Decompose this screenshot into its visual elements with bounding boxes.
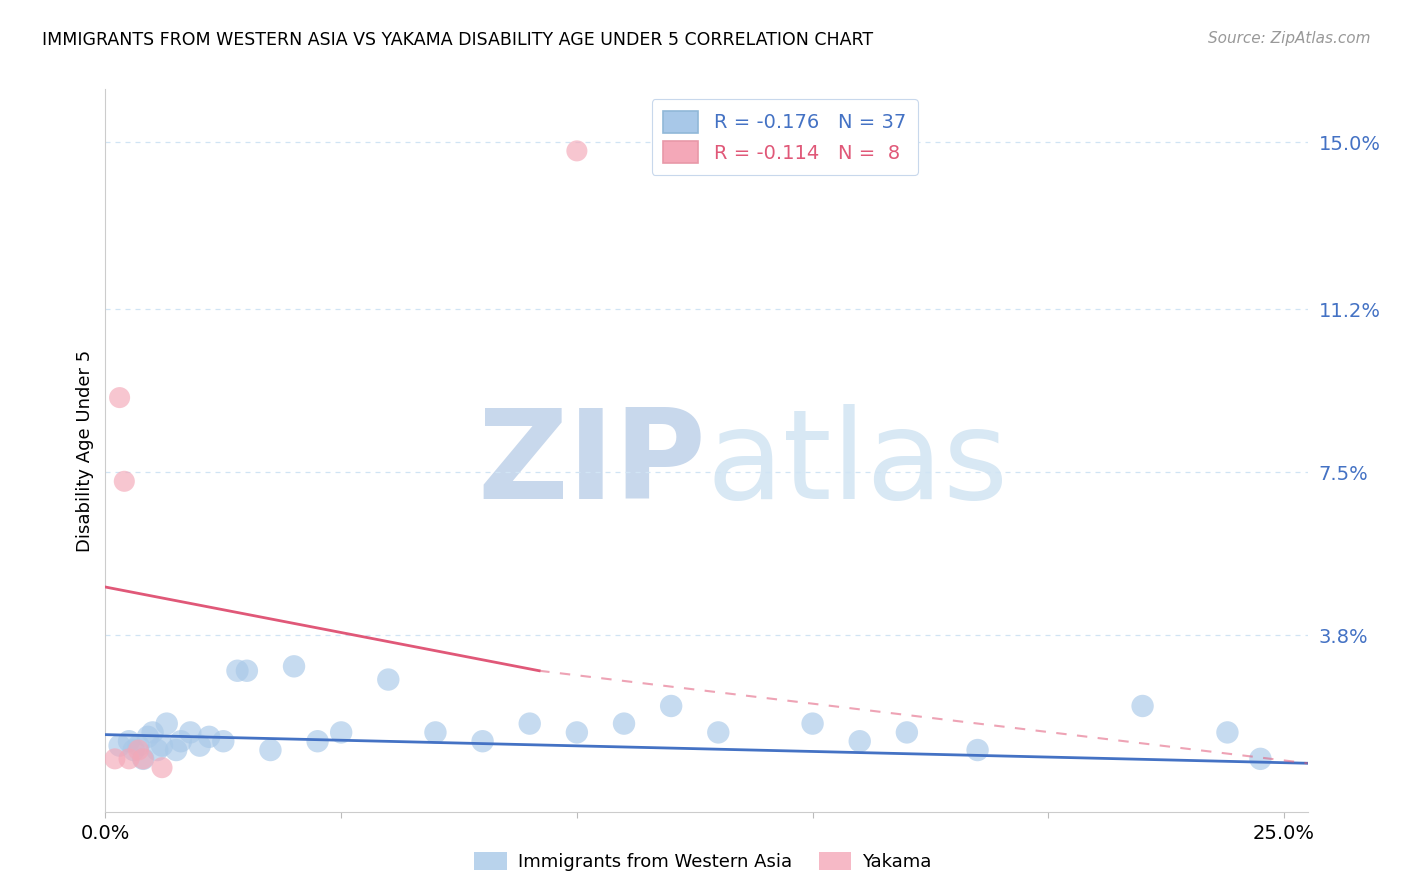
Text: ZIP: ZIP	[478, 404, 707, 525]
Point	[613, 716, 636, 731]
Point	[330, 725, 353, 739]
Point	[307, 734, 329, 748]
Point	[801, 716, 824, 731]
Point	[150, 739, 173, 753]
Legend: Immigrants from Western Asia, Yakama: Immigrants from Western Asia, Yakama	[467, 845, 939, 879]
Point	[212, 734, 235, 748]
Point	[519, 716, 541, 731]
Point	[127, 739, 149, 753]
Point	[118, 734, 141, 748]
Point	[108, 739, 131, 753]
Point	[136, 730, 159, 744]
Point	[425, 725, 447, 739]
Text: IMMIGRANTS FROM WESTERN ASIA VS YAKAMA DISABILITY AGE UNDER 5 CORRELATION CHART: IMMIGRANTS FROM WESTERN ASIA VS YAKAMA D…	[42, 31, 873, 49]
Point	[104, 752, 127, 766]
Point	[118, 752, 141, 766]
Text: atlas: atlas	[707, 404, 1008, 525]
Point	[132, 752, 155, 766]
Point	[188, 739, 211, 753]
Point	[1249, 752, 1271, 766]
Point	[132, 752, 155, 766]
Point	[471, 734, 494, 748]
Point	[848, 734, 870, 748]
Point	[179, 725, 201, 739]
Point	[150, 761, 173, 775]
Point	[259, 743, 281, 757]
Point	[112, 475, 135, 489]
Point	[1216, 725, 1239, 739]
Point	[156, 716, 179, 731]
Point	[122, 743, 145, 757]
Point	[565, 144, 588, 158]
Point	[165, 743, 187, 757]
Y-axis label: Disability Age Under 5: Disability Age Under 5	[76, 350, 94, 551]
Point	[236, 664, 259, 678]
Point	[142, 725, 165, 739]
Point	[198, 730, 221, 744]
Point	[283, 659, 305, 673]
Point	[1132, 698, 1154, 713]
Legend: R = -0.176   N = 37, R = -0.114   N =  8: R = -0.176 N = 37, R = -0.114 N = 8	[651, 99, 918, 175]
Point	[896, 725, 918, 739]
Point	[108, 391, 131, 405]
Text: Source: ZipAtlas.com: Source: ZipAtlas.com	[1208, 31, 1371, 46]
Point	[659, 698, 682, 713]
Point	[377, 673, 399, 687]
Point	[170, 734, 193, 748]
Point	[966, 743, 988, 757]
Point	[146, 743, 169, 757]
Point	[226, 664, 249, 678]
Point	[707, 725, 730, 739]
Point	[127, 743, 149, 757]
Point	[565, 725, 588, 739]
